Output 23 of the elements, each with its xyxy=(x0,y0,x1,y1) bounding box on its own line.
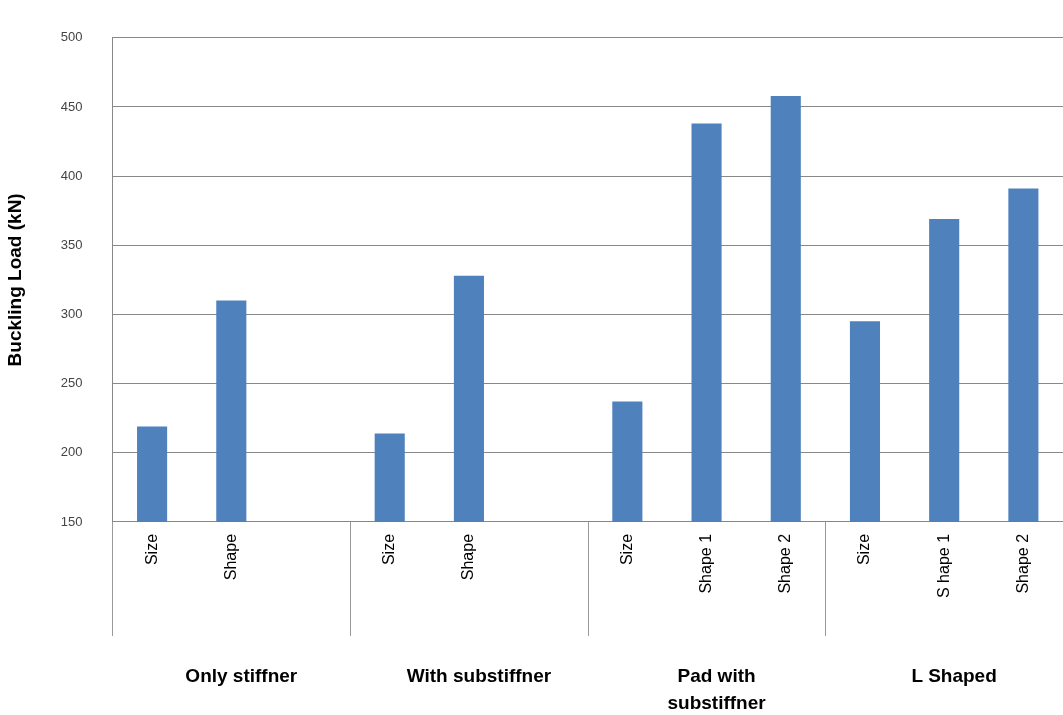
text: With substiffner xyxy=(406,665,552,687)
y-axis-title: Buckling Load (kN) xyxy=(3,193,25,367)
y-tick-label: 150 xyxy=(60,513,83,529)
x-tick-label: Size xyxy=(617,533,635,566)
text: Only stiffner xyxy=(185,665,298,687)
y-tick-label: 450 xyxy=(60,98,83,114)
y-tick-label: 350 xyxy=(60,236,83,252)
text: L Shaped xyxy=(911,665,997,687)
x-tick-label: Shape 1 xyxy=(696,533,714,594)
y-tick-label: 300 xyxy=(60,306,83,322)
x-tick-label: Size xyxy=(855,533,873,566)
y-tick-label: 250 xyxy=(60,375,83,391)
x-tick-label: Shape xyxy=(221,533,239,581)
x-tick-label: Shape 2 xyxy=(1013,533,1031,594)
x-tick-label: Size xyxy=(380,533,398,566)
x-tick-label: Size xyxy=(142,533,160,566)
text: Pad with substiffner xyxy=(667,665,767,714)
y-tick-label: 400 xyxy=(60,167,83,183)
y-tick-label: 500 xyxy=(60,29,83,45)
x-tick-label: Shape 2 xyxy=(776,533,794,594)
x-tick-label: S hape 1 xyxy=(934,533,952,599)
x-tick-label: Shape xyxy=(459,533,477,581)
y-tick-label: 200 xyxy=(60,444,83,460)
